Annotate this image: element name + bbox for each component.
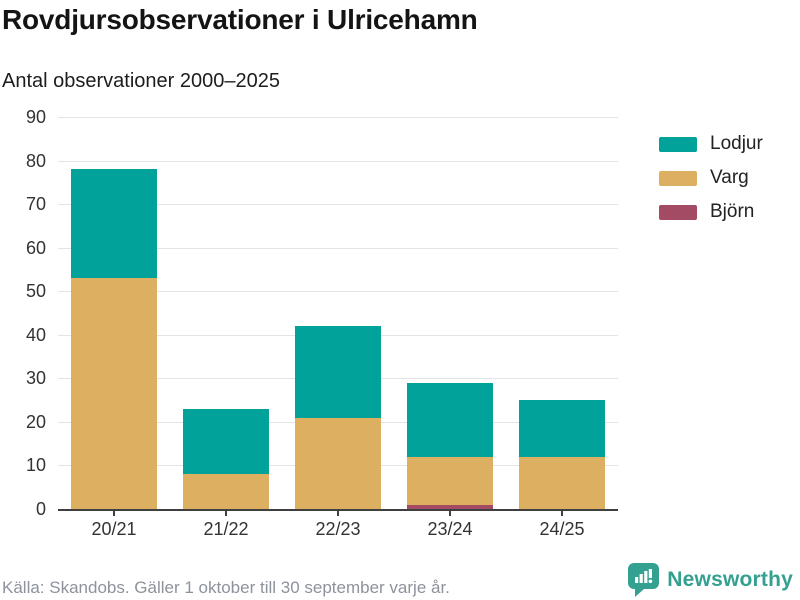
x-axis-tick [561,509,563,516]
newsworthy-logo[interactable]: Newsworthy [628,563,793,597]
bar-segment-varg-21/22 [183,474,269,509]
y-axis-tick-label: 20 [25,411,46,432]
bar-segment-lodjur-24/25 [519,400,605,457]
y-axis-tick-label: 70 [25,194,46,215]
x-axis-tick [449,509,451,516]
y-axis-tick-label: 90 [25,107,46,127]
y-axis-tick-label: 40 [25,324,46,345]
chart-title: Rovdjursobservationer i Ulricehamn [2,4,478,35]
x-axis-tick-label: 24/25 [539,519,585,539]
x-axis-tick [337,509,339,516]
y-axis-tick-label: 30 [25,368,46,389]
legend-label: Lodjur [710,133,763,154]
gridline-y-80 [58,160,618,162]
gridline-y-50 [58,291,618,293]
y-axis-tick-label: 60 [25,237,46,258]
bar-segment-lodjur-21/22 [183,408,269,475]
gridline-y-90 [58,117,618,118]
legend-swatch-björn [659,204,697,220]
legend-item-björn: Björn [659,201,763,223]
source-note: Källa: Skandobs. Gäller 1 oktober till 3… [2,578,450,597]
x-axis-tick-label: 21/22 [203,519,249,539]
x-axis-tick-label: 22/23 [315,519,361,539]
legend-label: Björn [710,201,755,222]
bar-segment-varg-24/25 [519,456,605,509]
y-axis-tick-label: 50 [25,281,46,302]
legend-item-lodjur: Lodjur [659,133,763,155]
y-axis-tick-label: 80 [25,150,46,171]
legend: Lodjur Varg Björn [659,133,763,223]
gridline-y-70 [58,204,618,206]
x-axis-tick-label: 23/24 [427,519,473,539]
y-axis-tick-label: 10 [25,455,46,476]
legend-item-varg: Varg [659,167,763,189]
x-axis-tick-label: 20/21 [91,519,137,539]
legend-label: Varg [710,167,749,188]
bar-segment-varg-23/24 [407,456,493,505]
bar-segment-lodjur-23/24 [407,382,493,457]
legend-swatch-varg [659,170,697,186]
bar-segment-lodjur-20/21 [71,169,157,279]
newsworthy-speech-bubble-icon [628,563,660,597]
x-axis-tick [113,509,115,516]
chart-subtitle: Antal observationer 2000–2025 [2,70,280,92]
x-axis-tick [225,509,227,516]
newsworthy-wordmark: Newsworthy [667,568,793,591]
bar-segment-björn-23/24 [407,504,493,509]
y-axis-tick-label: 0 [35,499,46,519]
legend-swatch-lodjur [659,136,697,152]
gridline-y-60 [58,247,618,249]
bar-segment-lodjur-22/23 [295,326,381,418]
plot-area: 0 10 20 30 40 50 60 70 80 90 20/21 21/22 22/23 23/24 2… [26,107,618,539]
bar-segment-varg-22/23 [295,417,381,509]
bar-segment-varg-20/21 [71,278,157,509]
